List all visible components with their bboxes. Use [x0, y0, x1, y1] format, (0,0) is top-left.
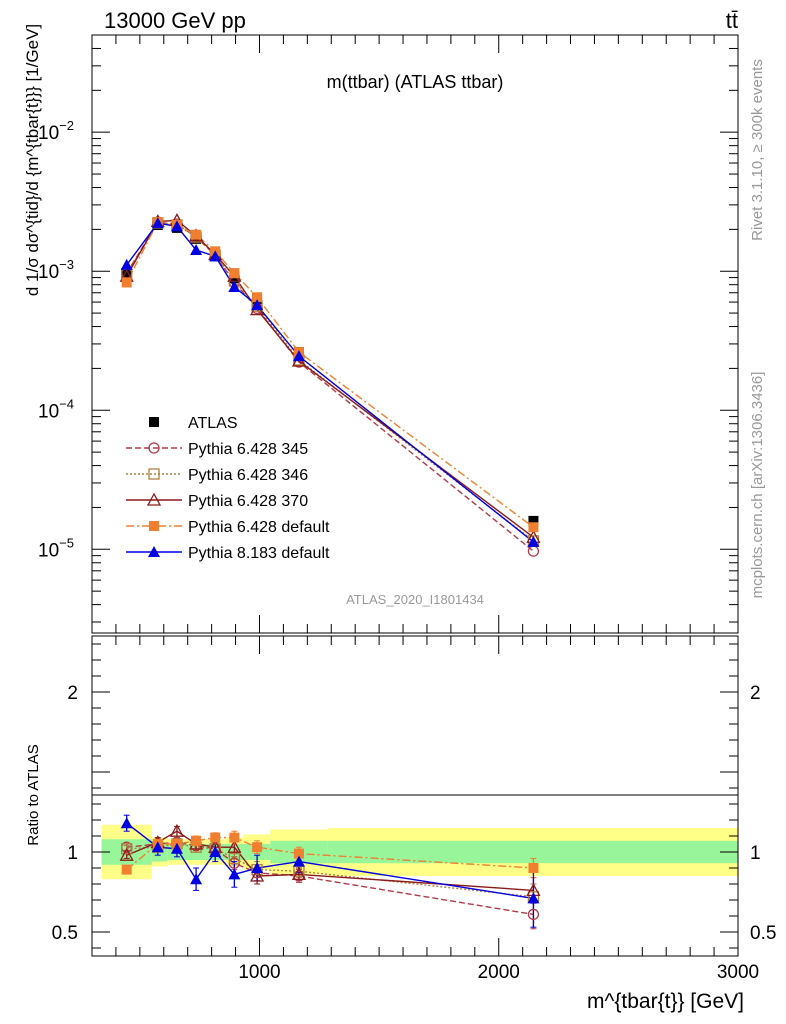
x-tick-label: 2000: [478, 962, 520, 983]
ratio-point: [191, 835, 202, 846]
ratio-plot-ticks: 0.5 0.5 1 1 2 2 1000 2000 3000: [52, 636, 776, 983]
x-tick-label: 1000: [238, 962, 280, 983]
data-point: [228, 281, 241, 293]
legend: ATLAS Pythia 6.428 345 Pythia 6.428 346 Pyt…: [126, 415, 330, 562]
ratio-point: [228, 852, 241, 865]
legend-entry: Pythia 6.428 345: [188, 441, 308, 458]
ratio-y-tick-label-right: 0.5: [750, 923, 776, 944]
data-point: [527, 545, 540, 557]
ratio-y-axis-label: Ratio to ATLAS: [25, 744, 42, 845]
legend-entry: Pythia 8.183 default: [188, 545, 330, 562]
data-point: [121, 277, 132, 288]
analysis-watermark: ATLAS_2020_I1801434: [346, 592, 484, 607]
ratio-point: [293, 848, 304, 859]
ratio-y-tick-label: 1: [67, 843, 78, 864]
ratio-point: [252, 842, 263, 853]
ratio-point: [227, 839, 242, 853]
data-point: [190, 244, 203, 256]
ratio-plot-panel: 0.5 0.5 1 1 2 2 1000 2000 3000 Ratio to ATLAS m^…: [25, 635, 776, 1013]
y-tick-label: 10−2: [38, 118, 74, 144]
data-point: [209, 250, 222, 262]
legend-entry: Pythia 6.428 370: [188, 493, 308, 510]
ratio-y-tick-label: 2: [67, 683, 78, 704]
legend-entry: Pythia 6.428 default: [188, 519, 330, 536]
ratio-point: [229, 832, 240, 843]
ratio-point: [120, 817, 133, 829]
data-point: [252, 292, 263, 303]
main-plot-series: [119, 213, 541, 557]
legend-marker: [149, 521, 159, 531]
data-point: [121, 269, 132, 280]
rivet-label: Rivet 3.1.10, ≥ 300k events: [749, 59, 766, 241]
main-plot-panel: 10−510−410−310−2 m(ttbar) (ATLAS ttbar) …: [23, 24, 739, 634]
ratio-point: [190, 873, 203, 885]
ratio-point: [528, 863, 539, 873]
ratio-point: [169, 823, 185, 837]
ratio-point: [292, 855, 305, 867]
data-point: [191, 229, 202, 240]
legend-entry: Pythia 6.428 346: [188, 467, 308, 484]
ratio-y-tick-label-right: 2: [750, 683, 761, 704]
site-label: mcplots.cern.ch [arXiv:1306.3436]: [749, 372, 766, 599]
ratio-y-tick-label: 0.5: [52, 923, 78, 944]
ratio-point: [121, 843, 133, 855]
legend-marker: [149, 417, 159, 427]
x-axis-label: m^{tbar{t}} [GeV]: [587, 990, 744, 1013]
data-point: [527, 535, 540, 547]
ratio-point: [527, 908, 540, 921]
ratio-series: [119, 814, 541, 930]
legend-entry: ATLAS: [188, 415, 238, 432]
energy-label: 13000 GeV pp: [104, 8, 246, 33]
legend-marker: [148, 468, 160, 480]
ratio-point: [151, 841, 164, 853]
y-axis-label: d 1/σ dσ^{tid}/d {m^{tbar{t}}} [1/GeV]: [23, 24, 42, 296]
ratio-point: [249, 868, 265, 882]
y-tick-label: 10−4: [38, 396, 74, 422]
main-plot-frame: [91, 34, 739, 634]
ratio-point: [121, 864, 132, 875]
ratio-point: [228, 868, 241, 880]
data-point: [229, 268, 240, 279]
ratio-point: [170, 842, 183, 854]
ratio-point: [119, 847, 134, 861]
data-point: [528, 522, 539, 533]
data-point: [151, 217, 164, 229]
legend-marker: [148, 546, 160, 557]
x-tick-label: 3000: [717, 962, 759, 983]
main-plot-ticks: 10−5 10−4 10−3 10−2: [38, 34, 739, 633]
plot-title: m(ttbar) (ATLAS ttbar): [327, 72, 504, 92]
data-point: [170, 220, 183, 232]
data-point: [292, 350, 305, 362]
y-tick-label: 10−3: [38, 257, 74, 283]
data-point: [120, 258, 133, 270]
ratio-plot-frame: [91, 635, 739, 957]
series-line: [126, 219, 534, 538]
ratio-y-tick-label-right: 1: [750, 843, 761, 864]
legend-marker: [148, 442, 160, 454]
ratio-point: [209, 846, 222, 857]
ratio-band-inner: [327, 840, 738, 864]
legend-marker: [146, 492, 162, 506]
ratio-point: [210, 832, 221, 843]
ratio-point: [291, 867, 307, 881]
ratio-point: [251, 862, 264, 873]
process-label: tt̄: [726, 8, 738, 33]
ratio-point: [527, 892, 540, 904]
data-point: [251, 299, 264, 311]
data-point: [528, 515, 539, 526]
y-tick-label: 10−5: [38, 535, 74, 561]
data-point: [229, 273, 240, 284]
